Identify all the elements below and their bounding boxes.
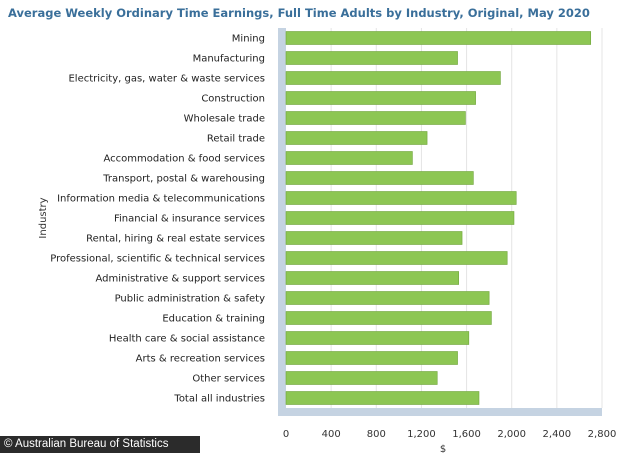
bar — [285, 151, 413, 165]
category-label: Rental, hiring & real estate services — [86, 234, 265, 245]
y-axis-title: Industry — [38, 197, 49, 238]
bar — [285, 91, 476, 105]
x-tick-label: 0 — [283, 429, 289, 440]
category-label: Information media & telecommunications — [57, 194, 265, 205]
category-label: Total all industries — [173, 394, 265, 405]
source-credit: © Australian Bureau of Statistics — [0, 436, 200, 453]
category-label: Education & training — [162, 314, 265, 325]
category-label: Retail trade — [207, 134, 265, 145]
bar — [285, 391, 480, 405]
category-label: Electricity, gas, water & waste services — [68, 74, 265, 85]
x-tick-label: 1,200 — [407, 429, 436, 440]
bar — [285, 171, 474, 185]
bar — [285, 71, 501, 85]
category-label: Professional, scientific & technical ser… — [50, 254, 265, 265]
category-label: Administrative & support services — [95, 274, 265, 285]
bar — [285, 211, 515, 225]
x-axis-strip — [278, 408, 602, 416]
x-tick-label: 800 — [367, 429, 386, 440]
y-axis-strip — [278, 28, 286, 408]
category-label: Financial & insurance services — [114, 214, 265, 225]
bar — [285, 351, 458, 365]
category-label: Transport, postal & warehousing — [102, 174, 265, 185]
x-tick-label: 2,000 — [497, 429, 526, 440]
category-label: Wholesale trade — [184, 114, 265, 125]
bar — [285, 311, 492, 325]
category-label: Public administration & safety — [115, 294, 265, 305]
bar — [285, 191, 517, 205]
bar — [285, 131, 428, 145]
category-label: Manufacturing — [193, 54, 265, 65]
x-tick-label: 400 — [322, 429, 341, 440]
category-label: Health care & social assistance — [109, 334, 265, 345]
category-label: Other services — [192, 374, 265, 385]
x-tick-label: 1,600 — [452, 429, 481, 440]
chart-title: Average Weekly Ordinary Time Earnings, F… — [8, 6, 590, 20]
bar — [285, 331, 470, 345]
category-label: Accommodation & food services — [104, 154, 265, 165]
category-label: Construction — [201, 94, 265, 105]
x-tick-label: 2,800 — [588, 429, 617, 440]
bar — [285, 231, 463, 245]
x-tick-label: 2,400 — [543, 429, 572, 440]
bar — [285, 251, 508, 265]
bar — [285, 291, 490, 305]
bar — [285, 271, 459, 285]
category-label: Mining — [232, 34, 265, 45]
bar — [285, 371, 438, 385]
bar — [285, 111, 466, 125]
bar — [285, 51, 458, 65]
x-axis-title: $ — [440, 444, 446, 453]
bar — [285, 31, 592, 45]
category-label: Arts & recreation services — [136, 354, 265, 365]
